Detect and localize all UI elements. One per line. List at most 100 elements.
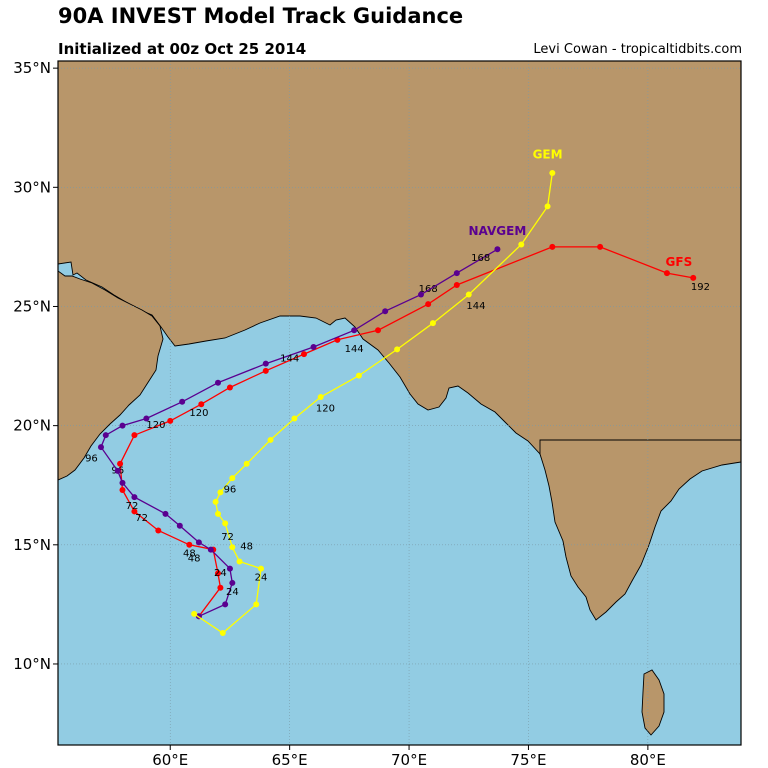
lon-tick-label: 80°E (630, 751, 666, 768)
navgem-hour-label: 24 (226, 587, 239, 598)
navgem-hour-label: 168 (471, 253, 490, 264)
gfs-track-point (262, 367, 269, 374)
navgem-track-point (114, 467, 121, 474)
gfs-track-point (131, 508, 138, 515)
navgem-track-point (207, 546, 214, 553)
navgem-track: 24 48 72 96 120 144 168 NAVGEM (85, 224, 527, 620)
navgem-hour-label: 96 (85, 453, 98, 464)
lat-tick-label: 25°N (13, 297, 51, 315)
gfs-track-point (119, 486, 126, 493)
gfs-track-point (375, 327, 382, 334)
gem-track-point (394, 346, 401, 353)
gem-track-line (193, 172, 553, 634)
gem-hour-label: 48 (240, 542, 253, 553)
navgem-track-point (382, 308, 389, 315)
gem-track-point (217, 489, 224, 496)
lat-tick-label: 30°N (13, 178, 51, 196)
navgem-track-point (229, 579, 236, 586)
gem-track-point (229, 475, 236, 482)
gem-model-label: GEM (533, 148, 563, 162)
navgem-track-point (97, 444, 104, 451)
lon-tick-label: 60°E (152, 751, 188, 768)
navgem-track-point (195, 539, 202, 546)
navgem-hour-label: 120 (146, 420, 165, 431)
gem-hour-label: 120 (316, 403, 335, 414)
gfs-track-point (425, 301, 432, 308)
gem-track-point (212, 498, 219, 505)
gem-track-point (518, 241, 525, 248)
gem-track-point (549, 170, 556, 177)
gfs-model-label: GFS (666, 255, 693, 269)
gem-track-point (267, 436, 274, 443)
navgem-track-point (162, 510, 169, 517)
gem-track-point (465, 291, 472, 298)
lat-tick-label: 35°N (13, 59, 51, 77)
lon-tick-label: 70°E (391, 751, 427, 768)
lat-lon-grid (58, 61, 741, 745)
gfs-track-point (663, 270, 670, 277)
gem-track: 24 48 72 96 120 144 GEM (191, 148, 563, 636)
map-title: 90A INVEST Model Track Guidance (58, 4, 464, 28)
gfs-track-point (690, 274, 697, 281)
gfs-track-point (597, 243, 604, 250)
navgem-track-point (119, 479, 126, 486)
navgem-track-point (131, 494, 138, 501)
gem-track-point (191, 610, 198, 617)
gfs-track-point (215, 570, 222, 577)
gem-track-point (253, 601, 260, 608)
navgem-track-point (119, 422, 126, 429)
gfs-track-point (155, 527, 162, 534)
navgem-track-point (494, 246, 501, 253)
gem-track-point (243, 460, 250, 467)
gem-track-point (544, 203, 551, 210)
navgem-track-point (176, 522, 183, 529)
navgem-hour-label: 72 (126, 501, 139, 512)
lat-tick-label: 20°N (13, 417, 51, 435)
gem-hour-label: 72 (221, 532, 234, 543)
lon-tick-label: 65°E (272, 751, 308, 768)
gem-track-point (236, 558, 243, 565)
gfs-track-point (217, 584, 224, 591)
navgem-track-point (453, 270, 460, 277)
navgem-track-point (262, 360, 269, 367)
gfs-track-point (549, 243, 556, 250)
navgem-track-point (417, 291, 424, 298)
lat-tick-label: 10°N (13, 655, 51, 673)
gem-hour-label: 96 (224, 484, 237, 495)
navgem-track-point (222, 601, 229, 608)
gfs-hour-label: 72 (135, 513, 148, 524)
gfs-track-point (167, 417, 174, 424)
landmasses (58, 61, 741, 736)
navgem-track-point (310, 343, 317, 350)
gfs-track-point (453, 282, 460, 289)
map-axes: 60°E 65°E 70°E 75°E 80°E 10°N 15°N 20°N 25°N 30°N… (13, 59, 666, 768)
credit-text: Levi Cowan - tropicaltidbits.com (533, 42, 742, 57)
navgem-track-point (102, 432, 109, 439)
gfs-hour-label: 144 (345, 344, 364, 355)
gem-hour-label: 144 (466, 301, 485, 312)
model-tracks: 24 48 72 96 120 144 168 192 GFS 24 48 72 96 120 144 168… (85, 148, 710, 636)
navgem-track-point (226, 565, 233, 572)
lat-tick-label: 15°N (13, 536, 51, 554)
navgem-track-line (100, 248, 498, 617)
lon-tick-label: 75°E (510, 751, 546, 768)
india-south-land (539, 439, 741, 621)
navgem-track-point (179, 398, 186, 405)
gem-track-point (355, 372, 362, 379)
map-frame (57, 60, 742, 746)
gem-track-point (291, 415, 298, 422)
gem-track-point (215, 510, 222, 517)
gem-track-point (317, 394, 324, 401)
arabia-oman-land (58, 270, 164, 481)
gfs-track-point (117, 460, 124, 467)
navgem-hour-label: 144 (280, 353, 299, 364)
gem-track-point (429, 320, 436, 327)
gem-hour-label: 24 (255, 573, 268, 584)
navgem-model-label: NAVGEM (469, 224, 527, 238)
gfs-hour-label: 24 (214, 568, 227, 579)
gfs-hour-label: 192 (691, 282, 710, 293)
gfs-track-point (186, 541, 193, 548)
navgem-track-point (143, 415, 150, 422)
gfs-track-point (226, 384, 233, 391)
